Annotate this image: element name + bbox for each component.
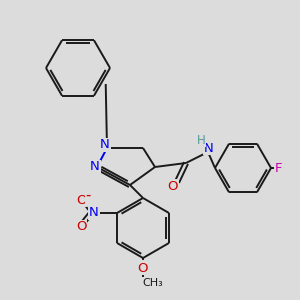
Text: N: N	[100, 139, 110, 152]
Text: O: O	[76, 194, 86, 206]
Text: O: O	[138, 262, 148, 275]
Text: N: N	[204, 142, 214, 154]
Text: N: N	[90, 160, 100, 173]
Text: -: -	[85, 188, 91, 202]
Text: H: H	[196, 134, 206, 146]
Text: O: O	[168, 179, 178, 193]
Text: F: F	[274, 161, 282, 175]
Text: CH₃: CH₃	[142, 278, 164, 288]
Text: N: N	[89, 206, 99, 220]
Text: O: O	[76, 220, 86, 233]
